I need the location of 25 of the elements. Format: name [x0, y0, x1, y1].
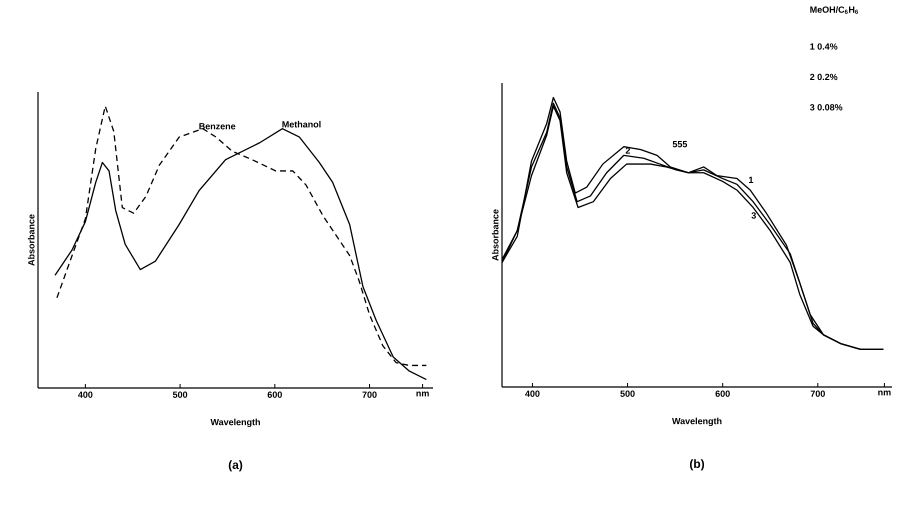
x-tick-label: 400 — [525, 390, 540, 397]
text: 2 0.2% — [810, 74, 838, 80]
x-axis-title: Wavelength — [210, 418, 260, 428]
x-tick-label: 500 — [620, 390, 635, 397]
x-tick-label: 600 — [716, 390, 730, 397]
x-tick-label: 400 — [78, 392, 92, 398]
text: MeOH/C$_{6}$H$_{6}$ — [810, 6, 858, 14]
text: 1 0.4% — [810, 43, 838, 50]
x-tick-label: 600 — [268, 392, 282, 398]
x-tick-label: 500 — [172, 392, 188, 398]
y-axis-title: Absorbance — [28, 214, 34, 266]
x-tick-label: nm — [416, 392, 429, 396]
text: (a) — [228, 460, 242, 472]
x-tick-label: 700 — [362, 392, 377, 398]
series-label: Methanol — [282, 120, 321, 128]
x-tick-label: 700 — [810, 390, 825, 397]
series-label: Benzene — [199, 123, 236, 130]
x-tick-label: nm — [878, 390, 891, 396]
annotation: 555 — [672, 141, 688, 148]
series-label: 3 — [751, 212, 756, 219]
x-axis-title: Wavelength — [672, 418, 722, 426]
text: (b) — [690, 459, 704, 470]
series-label: 1 — [749, 176, 754, 183]
y-axis-title: Absorbance — [492, 209, 498, 261]
annotation: 3 0.08% — [810, 104, 842, 110]
